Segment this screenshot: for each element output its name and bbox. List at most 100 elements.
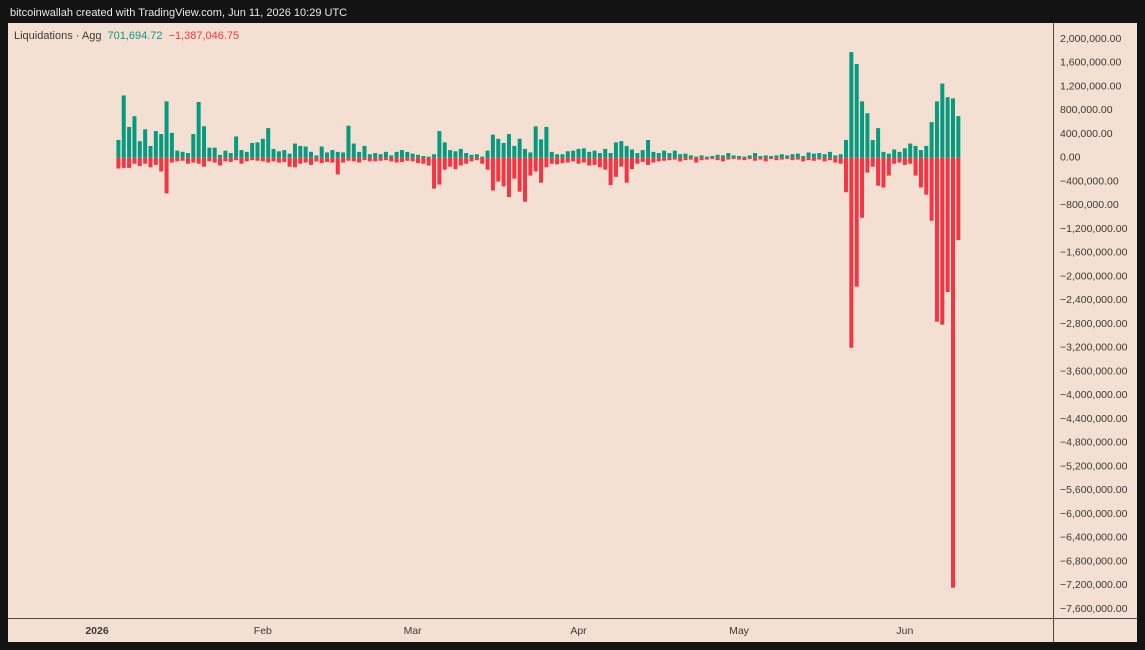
bar bbox=[271, 148, 276, 158]
bar bbox=[127, 157, 132, 168]
bar bbox=[282, 150, 287, 158]
bar bbox=[341, 157, 346, 163]
bar bbox=[924, 145, 929, 158]
bar bbox=[592, 150, 597, 158]
bar bbox=[335, 151, 340, 158]
bar bbox=[742, 157, 747, 161]
bar bbox=[517, 157, 522, 192]
bar bbox=[597, 157, 602, 168]
bar bbox=[876, 128, 881, 158]
bar bbox=[581, 148, 586, 158]
bar bbox=[218, 154, 223, 158]
bar bbox=[132, 157, 137, 164]
bar bbox=[918, 157, 923, 188]
bar bbox=[817, 153, 822, 158]
bar bbox=[795, 157, 800, 160]
bar bbox=[458, 148, 463, 158]
bar bbox=[592, 157, 597, 165]
bar bbox=[555, 154, 560, 158]
bar bbox=[303, 146, 308, 158]
bar bbox=[448, 150, 453, 158]
bar bbox=[410, 153, 415, 158]
y-tick-label: −1,600,000.00 bbox=[1060, 247, 1128, 259]
bar bbox=[956, 157, 961, 241]
bar bbox=[849, 52, 854, 158]
bar bbox=[763, 157, 768, 162]
y-tick-label: −400,000.00 bbox=[1060, 175, 1119, 187]
bar bbox=[758, 157, 763, 160]
header: bitcoinwallah created with TradingView.c… bbox=[10, 7, 347, 19]
bar bbox=[838, 157, 843, 164]
bar bbox=[490, 157, 495, 191]
y-tick-label: 400,000.00 bbox=[1060, 128, 1113, 140]
bar bbox=[565, 157, 570, 163]
bar bbox=[394, 157, 399, 163]
bar bbox=[902, 157, 907, 165]
bar bbox=[266, 157, 271, 163]
bar bbox=[651, 157, 656, 163]
bar bbox=[164, 157, 169, 194]
bar bbox=[865, 157, 870, 173]
bar bbox=[726, 157, 731, 160]
bar bbox=[833, 157, 838, 163]
bar bbox=[159, 157, 164, 172]
bar bbox=[143, 129, 148, 158]
bar bbox=[180, 151, 185, 158]
bar bbox=[469, 154, 474, 158]
bar bbox=[416, 154, 420, 158]
y-tick-label: 1,600,000.00 bbox=[1060, 57, 1121, 69]
bar bbox=[116, 157, 121, 169]
bar bbox=[849, 157, 854, 348]
bar bbox=[399, 157, 404, 162]
bar bbox=[501, 142, 506, 158]
bar bbox=[121, 95, 126, 158]
bar bbox=[763, 155, 768, 158]
bar bbox=[474, 154, 479, 158]
bar bbox=[346, 125, 351, 158]
bar bbox=[785, 155, 790, 158]
bar bbox=[362, 157, 367, 161]
bar bbox=[630, 149, 634, 158]
bar bbox=[934, 101, 939, 158]
bar bbox=[432, 154, 437, 158]
bar bbox=[678, 157, 683, 162]
bar bbox=[292, 157, 297, 168]
bar bbox=[811, 157, 816, 161]
bar bbox=[517, 138, 522, 158]
bar bbox=[587, 151, 592, 158]
bar bbox=[373, 157, 378, 162]
bar bbox=[694, 157, 699, 163]
bar bbox=[656, 157, 661, 162]
y-tick-label: −2,800,000.00 bbox=[1060, 318, 1128, 330]
bar bbox=[255, 157, 260, 161]
bar bbox=[779, 154, 784, 158]
bar bbox=[442, 142, 447, 158]
bar bbox=[383, 157, 388, 161]
bar bbox=[581, 157, 586, 163]
bar bbox=[153, 157, 158, 165]
bar bbox=[640, 150, 645, 158]
bar bbox=[303, 157, 308, 163]
bar bbox=[185, 157, 190, 164]
bar bbox=[480, 156, 485, 158]
bar bbox=[464, 153, 469, 158]
bar bbox=[474, 157, 479, 161]
bar bbox=[234, 136, 239, 158]
bar bbox=[742, 156, 747, 158]
bar bbox=[196, 157, 201, 164]
bar bbox=[806, 157, 811, 161]
bar bbox=[501, 157, 506, 187]
bar bbox=[169, 132, 174, 158]
bar bbox=[597, 153, 602, 158]
bar bbox=[175, 150, 180, 158]
bar bbox=[309, 157, 313, 165]
bar bbox=[421, 157, 426, 164]
bar bbox=[587, 157, 592, 166]
bar bbox=[549, 151, 554, 158]
bar bbox=[940, 157, 945, 325]
bar bbox=[496, 138, 501, 158]
x-tick-label: May bbox=[729, 625, 750, 637]
bar bbox=[373, 153, 378, 158]
bar bbox=[560, 154, 565, 158]
bar bbox=[191, 134, 196, 158]
